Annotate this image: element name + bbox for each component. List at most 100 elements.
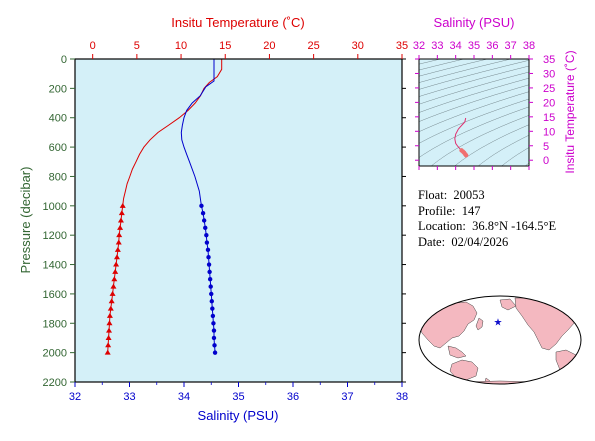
- temperature-tick-label: 20: [263, 40, 275, 52]
- ts-salinity-tick-label: 38: [523, 40, 535, 52]
- float-id: 20053: [453, 188, 485, 202]
- ts-salinity-tick-label: 34: [450, 40, 462, 52]
- density-contour: [431, 115, 529, 166]
- ts-temperature-tick-label: 30: [543, 68, 555, 80]
- temperature-marker: [117, 224, 124, 230]
- pressure-tick-label: 400: [49, 113, 67, 125]
- pressure-tick-label: 2200: [43, 377, 67, 389]
- temperature-marker: [104, 349, 111, 355]
- density-contour: [501, 147, 529, 166]
- salinity-tick-label: 33: [123, 391, 135, 403]
- float-label: Float:: [418, 188, 448, 202]
- pressure-tick-label: 1800: [43, 318, 67, 330]
- float-location-marker: ★: [494, 318, 503, 329]
- salinity-axis-title: Salinity (PSU): [198, 408, 279, 423]
- salinity-axis: 32 33 34 35 36 37 38: [69, 382, 408, 403]
- date-label: Date:: [418, 234, 446, 249]
- pressure-tick-label: 200: [49, 83, 67, 95]
- profile-number: 147: [461, 203, 481, 218]
- salinity-marker: [204, 232, 209, 238]
- temperature-marker: [110, 283, 117, 289]
- salinity-tick-label: 35: [232, 391, 244, 403]
- salinity-marker: [207, 277, 213, 282]
- density-contour: [419, 106, 529, 158]
- temperature-marker: [116, 232, 123, 238]
- ts-salinity-tick-label: 36: [486, 40, 498, 52]
- density-contour: [419, 65, 529, 97]
- temperature-marker: [114, 246, 121, 252]
- temperature-tick-label: 25: [307, 40, 319, 52]
- temperature-marker: [118, 210, 125, 216]
- temperature-marker: [105, 334, 112, 340]
- ts-salinity-axis: 32 33 34 35 36 37 38: [413, 40, 535, 170]
- density-contour: [419, 71, 529, 105]
- ts-temperature-tick-label: 10: [543, 126, 555, 138]
- ts-salinity-tick-label: 33: [431, 40, 443, 52]
- ts-temperature-tick-label: 5: [543, 141, 549, 153]
- salinity-marker: [210, 313, 216, 319]
- temperature-axis: 0 5 10 15 20 25 30 35: [90, 40, 408, 59]
- salinity-marker: [212, 343, 217, 348]
- density-contour: [419, 60, 529, 90]
- ts-trace-point: [463, 153, 469, 158]
- temperature-tick-label: 30: [352, 40, 364, 52]
- ts-temperature-axis-title: Insitu Temperature (˚C): [563, 50, 577, 173]
- pressure-axis: 0 200 400 600 800 1000 1200 1400 1600 1800 2000 220…: [43, 54, 406, 389]
- temperature-marker: [106, 312, 113, 318]
- salinity-marker: [203, 225, 208, 231]
- location-map: ★: [418, 295, 582, 385]
- salinity-marker: [208, 284, 213, 289]
- density-contour: [419, 91, 529, 132]
- ts-temperature-axis: 0 5 10 15 20 25 30 35: [415, 54, 555, 167]
- salinity-tick-label: 38: [396, 391, 408, 403]
- profile-plot-area: [75, 59, 402, 382]
- pressure-tick-label: 1200: [43, 230, 67, 242]
- temperature-marker: [105, 342, 112, 348]
- land-southeast-asia: [447, 345, 467, 359]
- temperature-marker: [115, 239, 122, 245]
- land-australia: [449, 359, 479, 381]
- density-contour: [419, 59, 512, 83]
- float-row: Float: 20053: [418, 188, 593, 204]
- map-outline: [418, 295, 582, 385]
- profile-label: Profile:: [418, 203, 456, 218]
- land-japan: [475, 317, 484, 331]
- temperature-tick-label: 0: [90, 40, 96, 52]
- salinity-marker: [212, 350, 218, 355]
- pressure-tick-label: 600: [49, 142, 67, 154]
- float-info: Float: 20053 Profile: 147 Location: 36.8…: [418, 188, 593, 250]
- profile-row: Profile: 147: [418, 204, 593, 220]
- ts-salinity-tick-label: 37: [505, 40, 517, 52]
- ts-salinity-tick-label: 32: [413, 40, 425, 52]
- temperature-tick-label: 35: [396, 40, 408, 52]
- pressure-tick-label: 2000: [43, 348, 67, 360]
- salinity-marker: [206, 255, 211, 260]
- ts-temperature-tick-label: 25: [543, 83, 555, 95]
- density-contour: [525, 162, 529, 166]
- temperature-axis-title: Insitu Temperature (˚C): [171, 15, 304, 30]
- salinity-marker: [210, 306, 215, 311]
- pressure-axis-title: Pressure (decibar): [18, 167, 33, 274]
- temperature-marker: [113, 254, 120, 260]
- land-south-america: [555, 349, 581, 384]
- salinity-marker: [199, 203, 204, 209]
- temperature-marker: [117, 217, 124, 223]
- salinity-marker: [211, 328, 217, 333]
- salinity-marker: [211, 335, 217, 341]
- ts-temperature-tick-label: 15: [543, 112, 555, 124]
- temperature-tick-label: 10: [175, 40, 187, 52]
- salinity-tick-label: 32: [69, 391, 81, 403]
- pressure-tick-label: 0: [61, 54, 67, 66]
- density-contour: [478, 134, 529, 166]
- ts-temperature-tick-label: 20: [543, 97, 555, 109]
- temperature-marker: [106, 320, 113, 326]
- pressure-tick-label: 800: [49, 171, 67, 183]
- salinity-marker: [204, 240, 210, 245]
- salinity-marker: [209, 299, 214, 304]
- date-row: Date: 02/04/2026: [418, 235, 593, 251]
- salinity-marker: [206, 262, 212, 267]
- pressure-tick-label: 1400: [43, 260, 67, 272]
- salinity-tick-label: 34: [178, 391, 190, 403]
- temperature-marker: [112, 268, 119, 274]
